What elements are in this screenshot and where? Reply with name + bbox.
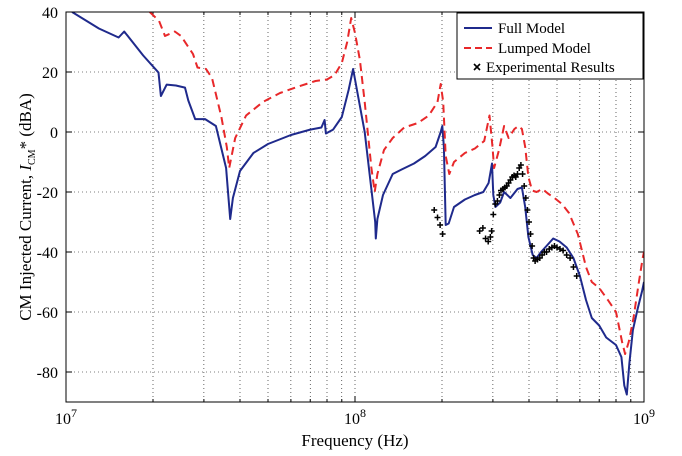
series-experimental-results xyxy=(431,162,580,279)
y-axis-title-subscript: CM xyxy=(27,149,38,165)
series-layer xyxy=(71,12,644,396)
experimental-point xyxy=(567,255,574,261)
y-tick-label: -80 xyxy=(37,365,58,382)
experimental-point xyxy=(496,192,503,198)
experimental-point xyxy=(517,162,524,168)
experimental-point xyxy=(573,273,580,279)
experimental-point xyxy=(434,214,441,221)
experimental-point xyxy=(431,207,438,213)
legend-label-full-model: Full Model xyxy=(498,21,565,37)
experimental-point xyxy=(560,247,567,254)
experimental-point xyxy=(529,243,536,249)
y-axis-title-symbol: I xyxy=(16,164,35,172)
y-tick-label: -40 xyxy=(37,245,58,262)
y-tick-label: 40 xyxy=(42,5,58,22)
experimental-point xyxy=(479,225,486,231)
x-tick-label: 108 xyxy=(344,406,366,428)
experimental-point xyxy=(524,207,531,213)
experimental-point xyxy=(519,171,526,177)
legend-marker-experimental xyxy=(473,63,481,71)
experimental-point xyxy=(570,264,577,270)
legend-box xyxy=(456,12,644,80)
experimental-point xyxy=(485,238,492,245)
x-tick-labels: 107 108 109 xyxy=(55,406,655,428)
y-tick-label: -20 xyxy=(37,185,58,202)
experimental-point xyxy=(525,219,532,225)
experimental-point xyxy=(527,231,534,237)
experimental-point xyxy=(487,234,494,240)
experimental-point xyxy=(556,246,563,252)
y-axis-title-suffix: * (dBA) xyxy=(16,93,35,149)
plot-frame xyxy=(65,11,645,403)
experimental-point xyxy=(437,222,444,228)
experimental-point xyxy=(563,252,570,258)
experimental-point xyxy=(490,211,497,218)
legend: Full Model Lumped Model Experimental Res… xyxy=(456,12,644,80)
y-tick-label: 0 xyxy=(50,125,58,142)
y-axis-title: CM Injected Current, ICM* (dBA) xyxy=(16,93,38,321)
y-tick-label: -60 xyxy=(37,305,58,322)
y-axis-title-prefix: CM Injected Current, xyxy=(16,171,35,321)
series-lumped-model-line xyxy=(149,12,644,355)
y-tick-label: 20 xyxy=(42,65,58,82)
x-axis-title: Frequency (Hz) xyxy=(301,431,408,450)
legend-label-lumped-model: Lumped Model xyxy=(498,41,591,57)
experimental-point xyxy=(476,228,483,234)
y-tick-labels: 40 20 0 -20 -40 -60 -80 xyxy=(37,5,58,382)
experimental-point xyxy=(522,195,529,201)
experimental-point xyxy=(488,228,495,234)
legend-label-experimental: Experimental Results xyxy=(486,60,615,76)
experimental-point xyxy=(521,183,528,189)
x-tick-label: 107 xyxy=(55,406,77,428)
x-tick-label: 109 xyxy=(633,406,655,428)
experimental-point xyxy=(439,231,446,237)
series-full-model-line xyxy=(71,12,644,396)
experimental-point xyxy=(514,171,521,177)
experimental-point xyxy=(494,198,501,204)
